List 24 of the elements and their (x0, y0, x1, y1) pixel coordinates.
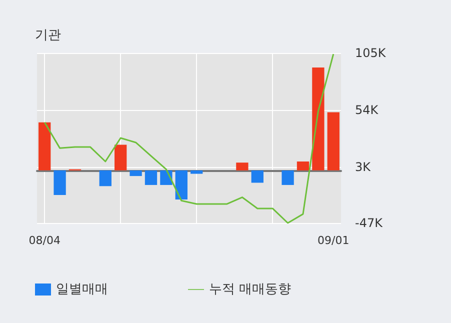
bar (327, 112, 340, 170)
x-tick-label: 08/04 (28, 234, 60, 247)
bar (54, 170, 66, 196)
bar (130, 170, 142, 176)
bar (251, 170, 264, 183)
bar (114, 144, 127, 170)
bar (99, 170, 112, 186)
bar (282, 170, 294, 185)
bar (236, 162, 248, 170)
y-tick-label: 105K (355, 46, 387, 60)
bar (144, 170, 158, 185)
legend-label: 누적 매매동향 (209, 282, 292, 297)
bar (175, 170, 188, 200)
y-tick-label: 3K (355, 160, 372, 174)
line-series (44, 53, 334, 224)
bar (38, 122, 51, 170)
bar (312, 68, 324, 170)
chart-title: 기관 (35, 28, 61, 43)
legend-label: 일별매매 (56, 282, 108, 297)
y-tick-label: 54K (355, 103, 380, 118)
bar (296, 161, 310, 170)
bar (190, 170, 203, 174)
y-tick-label: -47K (355, 216, 384, 230)
x-tick-label: 09/01 (318, 234, 350, 247)
